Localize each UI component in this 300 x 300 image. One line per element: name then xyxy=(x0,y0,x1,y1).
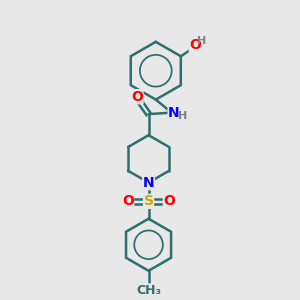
Text: H: H xyxy=(178,110,187,121)
Text: S: S xyxy=(144,194,154,208)
Text: H: H xyxy=(197,36,206,46)
Text: O: O xyxy=(131,90,143,104)
Text: CH₃: CH₃ xyxy=(136,284,161,297)
Text: N: N xyxy=(143,176,154,190)
Text: O: O xyxy=(189,38,201,52)
Text: N: N xyxy=(168,106,180,120)
Text: O: O xyxy=(122,194,134,208)
Text: O: O xyxy=(164,194,175,208)
